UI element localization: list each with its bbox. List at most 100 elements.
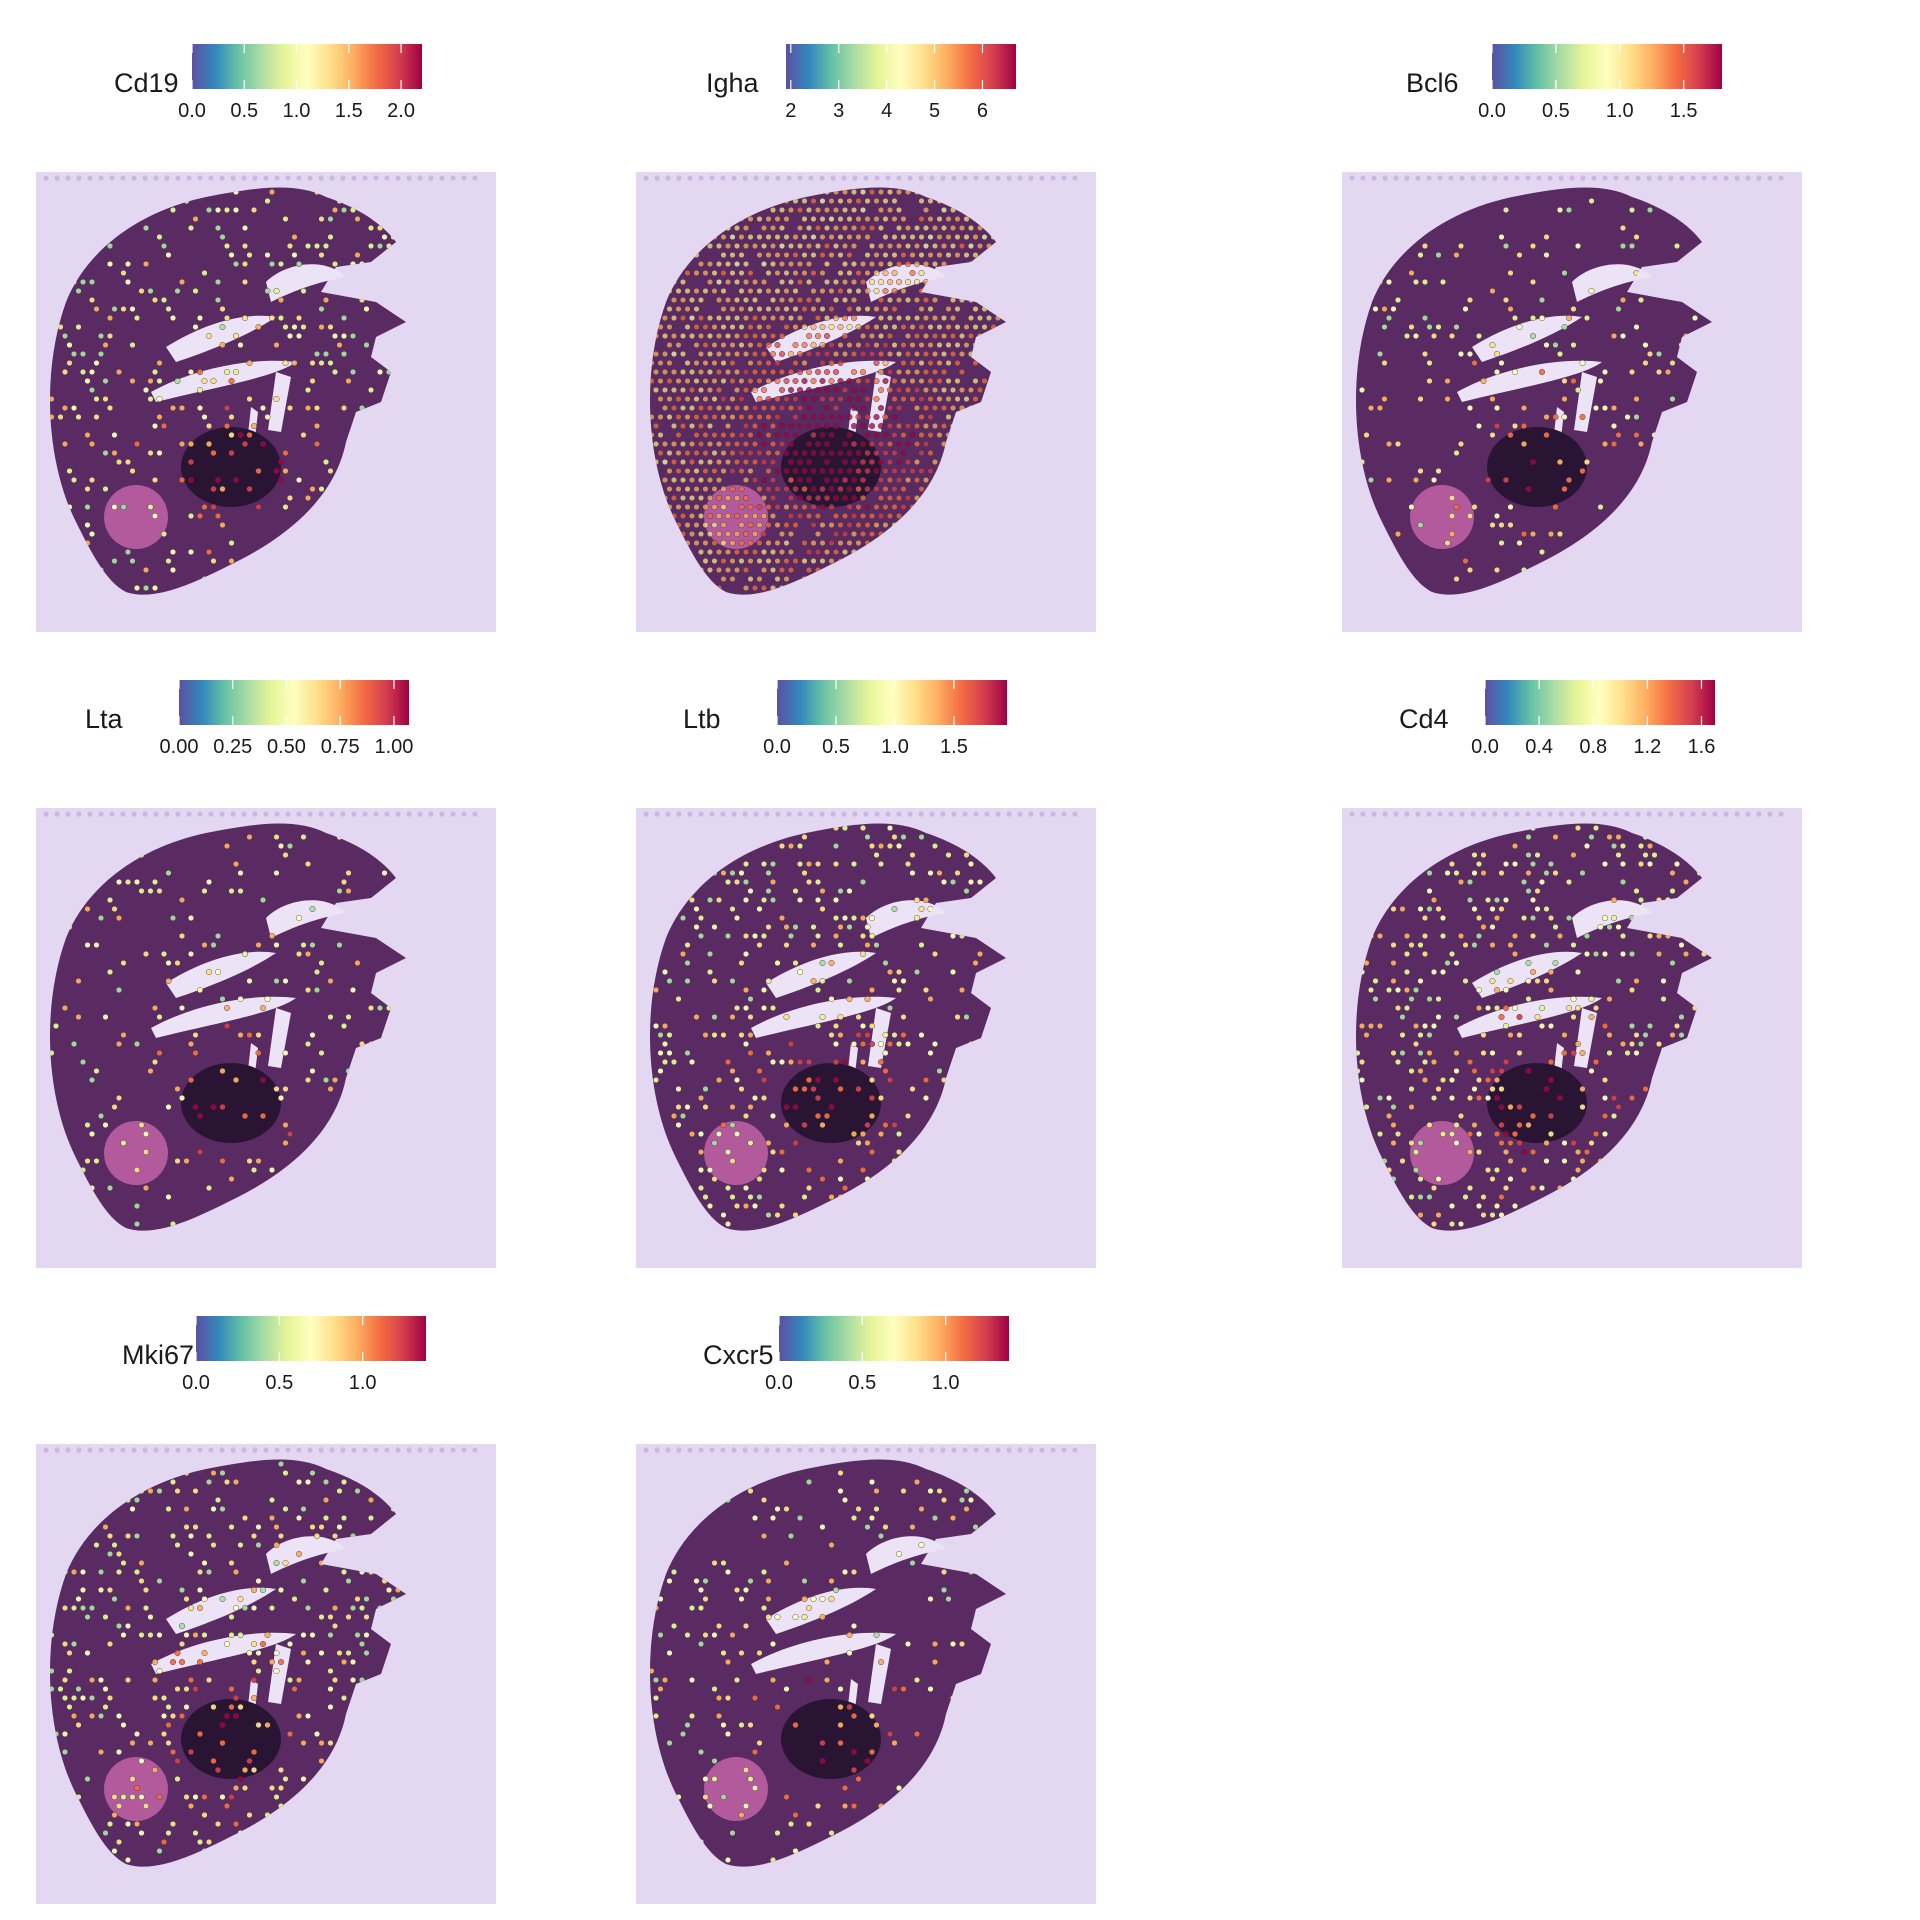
expression-spot [932,296,939,303]
expression-spot [837,1031,844,1038]
expression-spot [296,1514,303,1521]
expression-spot [733,260,740,267]
expression-spot [923,1077,930,1084]
airway [766,951,876,998]
expression-spot [886,207,893,214]
colorbar-tick-label: 0.4 [1525,736,1554,758]
expression-spot [756,432,763,439]
expression-spot [751,1095,758,1102]
fiducial-dot [742,811,748,817]
expression-spot [296,1479,303,1486]
expression-spot [1629,986,1636,993]
expression-spot [760,1095,767,1102]
expression-spot [250,1749,257,1756]
expression-spot [178,1658,185,1665]
expression-spot [327,323,334,330]
expression-spot [345,887,352,894]
expression-spot [377,368,384,375]
expression-spot [891,450,898,457]
expression-spot [228,1685,235,1692]
fiducial-dot [1072,175,1078,181]
expression-spot [877,1131,884,1138]
expression-spot [896,1131,903,1138]
expression-spot [1453,504,1460,511]
colorbar-tick-label: 0.50 [267,736,306,758]
expression-spot [1602,1113,1609,1120]
expression-spot [706,386,713,393]
expression-spot [187,950,194,957]
expression-spot [259,441,266,448]
expression-spot [733,350,740,357]
expression-spot [787,495,794,502]
fiducial-dot [665,811,671,817]
expression-spot [219,1794,226,1801]
expression-spot [756,576,763,583]
expression-spot [859,531,866,538]
expression-spot [864,1140,871,1147]
expression-spot [250,207,257,214]
expression-spot [309,486,316,493]
expression-spot [1552,504,1559,511]
expression-spot [954,305,961,312]
expression-spot [724,1058,731,1065]
expression-spot [859,932,866,939]
expression-spot [223,843,230,850]
expression-spot [693,432,700,439]
expression-spot [1520,422,1527,429]
expression-spot [837,1086,844,1093]
expression-spot [653,1077,660,1084]
fiducial-dot [472,811,478,817]
expression-spot [873,486,880,493]
expression-spot [151,513,158,520]
expression-spot [1656,350,1663,357]
fiducial-dot [1437,175,1443,181]
expression-spot [255,1158,262,1165]
expression-spot [900,395,907,402]
expression-spot [201,1559,208,1566]
fiducial-dot [687,811,693,817]
expression-spot [923,368,930,375]
expression-spot [1638,296,1645,303]
expression-spot [98,350,105,357]
expression-spot [106,1640,113,1647]
expression-spot [742,1203,749,1210]
expression-spot [282,450,289,457]
expression-spot [698,422,705,429]
expression-spot [873,359,880,366]
expression-spot [1417,977,1424,984]
expression-spot [187,1077,194,1084]
expression-spot [336,887,343,894]
expression-spot [653,1022,660,1029]
expression-spot [936,359,943,366]
expression-spot [1511,861,1518,868]
expression-spot [1404,1004,1411,1011]
expression-spot [89,477,96,484]
expression-spot [680,314,687,321]
expression-spot [151,1058,158,1065]
expression-spot [1615,432,1622,439]
expression-spot [1430,1221,1437,1228]
expression-spot [787,549,794,556]
expression-spot [1656,1040,1663,1047]
fiducial-dot [1767,811,1773,817]
expression-spot [850,404,857,411]
expression-spot [742,1004,749,1011]
expression-spot [1493,1167,1500,1174]
expression-spot [832,1040,839,1047]
expression-spot [282,977,289,984]
expression-spot [760,1167,767,1174]
expression-spot [864,1122,871,1129]
expression-spot [1516,323,1523,330]
expression-spot [345,1013,352,1020]
expression-spot [237,432,244,439]
fiducial-dot [1690,811,1696,817]
expression-spot [66,1667,73,1674]
expression-spot [756,341,763,348]
expression-spot [837,486,844,493]
expression-spot [219,1470,226,1477]
expression-spot [729,305,736,312]
fiducial-dot [1514,811,1520,817]
expression-spot [192,1049,199,1056]
fiducial-dot [340,811,346,817]
colorbar [196,1316,426,1361]
